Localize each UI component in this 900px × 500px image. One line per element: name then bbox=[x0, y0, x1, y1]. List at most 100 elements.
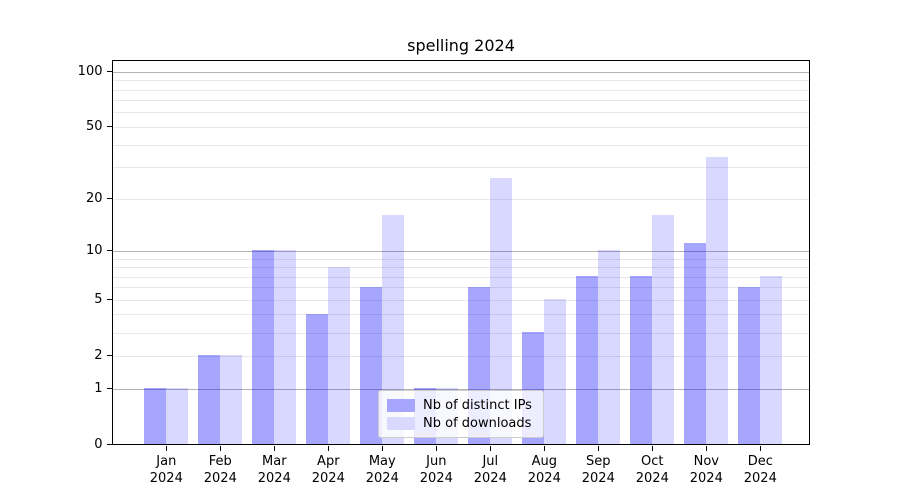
major-gridline bbox=[113, 388, 809, 390]
legend-item: Nb of downloads bbox=[387, 415, 535, 431]
minor-gridline bbox=[113, 89, 809, 91]
minor-gridline bbox=[113, 167, 809, 169]
x-tick-month: May bbox=[368, 453, 396, 469]
x-tick-mark bbox=[327, 445, 329, 451]
minor-gridline bbox=[113, 355, 809, 357]
x-tick-month: Nov bbox=[693, 453, 719, 469]
minor-gridline bbox=[113, 332, 809, 334]
x-tick-month: Aug bbox=[531, 453, 557, 469]
y-tick-mark bbox=[106, 355, 112, 357]
bar-downloads bbox=[705, 156, 728, 444]
x-tick-mark bbox=[219, 445, 221, 451]
major-gridline bbox=[113, 250, 809, 252]
x-tick-label: Jul 2024 bbox=[460, 453, 520, 487]
x-tick-mark bbox=[165, 445, 167, 451]
x-tick-month: Jan bbox=[156, 453, 177, 469]
x-tick-label: Jan 2024 bbox=[136, 453, 196, 487]
x-tick-label: Nov 2024 bbox=[676, 453, 736, 487]
bar-distinct-ips bbox=[684, 243, 706, 444]
y-tick-mark bbox=[106, 444, 112, 445]
y-tick-mark bbox=[106, 250, 112, 252]
chart-title: spelling 2024 bbox=[407, 36, 515, 55]
legend-label: Nb of downloads bbox=[423, 415, 532, 431]
y-tick-label: 2 bbox=[94, 347, 103, 363]
x-tick-month: Jun bbox=[426, 453, 447, 469]
x-tick-mark bbox=[651, 445, 653, 451]
bar-downloads bbox=[543, 299, 566, 444]
minor-gridline bbox=[113, 144, 809, 146]
x-tick-year: 2024 bbox=[149, 470, 183, 486]
x-tick-year: 2024 bbox=[365, 470, 399, 486]
x-tick-mark bbox=[543, 445, 545, 451]
x-tick-mark bbox=[759, 445, 761, 451]
x-tick-year: 2024 bbox=[257, 470, 291, 486]
y-tick-label: 5 bbox=[94, 291, 103, 307]
minor-gridline bbox=[113, 258, 809, 260]
x-tick-label: Aug 2024 bbox=[514, 453, 574, 487]
x-tick-mark bbox=[273, 445, 275, 451]
bar-downloads bbox=[651, 215, 674, 444]
bar-distinct-ips bbox=[360, 286, 382, 444]
y-tick-label: 20 bbox=[85, 190, 103, 206]
y-tick-mark bbox=[106, 299, 112, 301]
x-tick-year: 2024 bbox=[581, 470, 615, 486]
x-tick-label: Sep 2024 bbox=[568, 453, 628, 487]
x-tick-year: 2024 bbox=[689, 470, 723, 486]
x-tick-mark bbox=[489, 445, 491, 451]
x-tick-month: Sep bbox=[586, 453, 611, 469]
y-tick-label: 10 bbox=[85, 242, 103, 258]
bar-distinct-ips bbox=[198, 355, 220, 444]
x-tick-label: May 2024 bbox=[352, 453, 412, 487]
bar-downloads bbox=[381, 215, 404, 444]
plot-area bbox=[112, 60, 810, 445]
minor-gridline bbox=[113, 126, 809, 128]
y-tick-mark bbox=[106, 388, 112, 389]
y-tick-label: 100 bbox=[77, 63, 103, 79]
x-tick-label: Oct 2024 bbox=[622, 453, 682, 487]
bar-downloads bbox=[759, 276, 782, 444]
minor-gridline bbox=[113, 198, 809, 200]
x-tick-label: Jun 2024 bbox=[406, 453, 466, 487]
legend-item: Nb of distinct IPs bbox=[387, 397, 535, 413]
minor-gridline bbox=[113, 80, 809, 82]
legend: Nb of distinct IPs Nb of downloads bbox=[378, 390, 544, 438]
bar-distinct-ips bbox=[576, 276, 598, 444]
y-tick-label: 50 bbox=[85, 118, 103, 134]
x-tick-month: Oct bbox=[641, 453, 664, 469]
x-tick-month: Mar bbox=[262, 453, 287, 469]
bar-downloads bbox=[165, 388, 188, 444]
bar-distinct-ips bbox=[306, 314, 328, 444]
y-tick-label: 0 bbox=[94, 436, 103, 452]
bar-distinct-ips bbox=[738, 286, 760, 444]
x-tick-month: Feb bbox=[208, 453, 232, 469]
x-tick-year: 2024 bbox=[203, 470, 237, 486]
legend-swatch bbox=[387, 416, 415, 430]
x-tick-label: Dec 2024 bbox=[730, 453, 790, 487]
bar-distinct-ips bbox=[144, 388, 166, 444]
bar-downloads bbox=[597, 250, 620, 444]
x-tick-year: 2024 bbox=[311, 470, 345, 486]
minor-gridline bbox=[113, 276, 809, 278]
bar-downloads bbox=[327, 266, 350, 444]
bar-downloads bbox=[219, 355, 242, 444]
minor-gridline bbox=[113, 314, 809, 316]
minor-gridline bbox=[113, 287, 809, 289]
minor-gridline bbox=[113, 299, 809, 301]
y-tick-label: 1 bbox=[94, 380, 103, 396]
x-tick-year: 2024 bbox=[635, 470, 669, 486]
minor-gridline bbox=[113, 267, 809, 268]
major-gridline bbox=[113, 71, 809, 73]
x-tick-year: 2024 bbox=[527, 470, 561, 486]
bar-downloads bbox=[273, 250, 296, 444]
bar-distinct-ips bbox=[252, 250, 274, 444]
x-tick-label: Apr 2024 bbox=[298, 453, 358, 487]
legend-label: Nb of distinct IPs bbox=[423, 397, 532, 413]
x-tick-mark bbox=[705, 445, 707, 451]
x-tick-year: 2024 bbox=[473, 470, 507, 486]
y-tick-mark bbox=[106, 71, 112, 73]
x-tick-year: 2024 bbox=[743, 470, 777, 486]
x-tick-month: Apr bbox=[317, 453, 340, 469]
x-tick-month: Dec bbox=[747, 453, 773, 469]
bar-downloads bbox=[489, 177, 512, 444]
